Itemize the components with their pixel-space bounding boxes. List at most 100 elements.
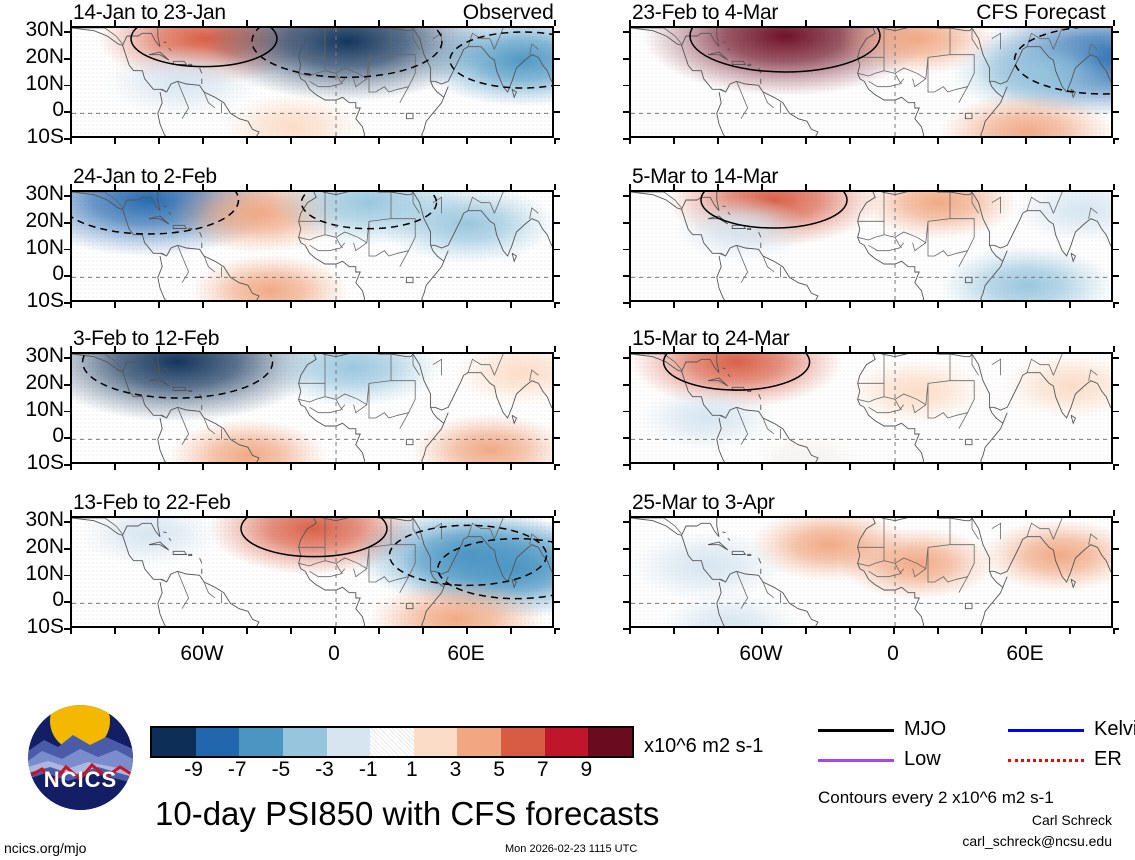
- coastlines: [631, 28, 1111, 136]
- colorbar-tick-label: -5: [271, 758, 291, 781]
- x-tick: [981, 302, 983, 308]
- panel-title: 15-Mar to 24-Mar: [632, 327, 790, 350]
- x-tick: [246, 138, 248, 144]
- y-tick: [554, 195, 560, 197]
- x-tick: [981, 510, 983, 516]
- y-tick: [1113, 437, 1119, 439]
- colorbar-units: x10^6 m2 s-1: [644, 735, 764, 757]
- country-borders: [72, 354, 539, 445]
- colorbar-tick-label: 7: [536, 758, 549, 781]
- x-tick: [290, 346, 292, 352]
- x-tick: [290, 628, 292, 634]
- y-tick: [623, 464, 629, 466]
- y-tick: [554, 601, 560, 603]
- panel-title: 24-Jan to 2-Feb: [73, 165, 217, 188]
- map-panel[interactable]: [629, 352, 1113, 464]
- y-tick: [64, 410, 70, 413]
- y-tick: [623, 574, 629, 577]
- y-tick: [64, 437, 70, 439]
- colorbar-tick-label: -3: [315, 758, 334, 781]
- colorbar-segment: [195, 728, 240, 756]
- anomaly-field: [643, 28, 1111, 136]
- y-tick: [64, 601, 70, 603]
- x-tick: [202, 510, 204, 516]
- x-tick: [378, 628, 380, 634]
- x-tick: [466, 628, 468, 634]
- x-tick: [893, 346, 895, 352]
- y-axis-label: 10S: [26, 125, 64, 148]
- x-tick: [422, 138, 424, 144]
- anomaly-field: [72, 354, 552, 462]
- x-tick: [554, 464, 556, 470]
- x-tick: [761, 346, 763, 352]
- x-tick: [246, 20, 248, 26]
- y-tick: [1113, 31, 1119, 33]
- panel-title: 25-Mar to 3-Apr: [632, 491, 775, 514]
- map-panel[interactable]: [629, 26, 1113, 138]
- colorbar-tick-label: -9: [184, 758, 203, 781]
- map-panel[interactable]: [629, 190, 1113, 302]
- x-tick: [805, 138, 807, 144]
- contour-interval-note: Contours every 2 x10^6 m2 s-1: [818, 788, 1054, 807]
- x-tick: [510, 628, 512, 634]
- x-tick: [158, 510, 160, 516]
- x-tick: [1113, 346, 1115, 352]
- map-panel[interactable]: [629, 516, 1113, 628]
- x-tick: [717, 628, 719, 634]
- map-panel[interactable]: [70, 352, 554, 464]
- x-tick: [937, 510, 939, 516]
- x-tick: [893, 138, 895, 144]
- x-tick: [202, 302, 204, 308]
- y-tick: [554, 548, 560, 550]
- x-tick: [158, 464, 160, 470]
- x-axis-label: 60E: [447, 642, 485, 665]
- colorbar-tick-label: 9: [580, 758, 593, 781]
- colorbar-segment: [370, 728, 414, 756]
- contour-lines: [81, 354, 274, 399]
- country-borders: [72, 518, 539, 609]
- x-tick: [1069, 20, 1071, 26]
- x-tick: [554, 184, 556, 190]
- x-tick: [849, 302, 851, 308]
- anomaly-field: [631, 518, 1111, 626]
- x-tick: [158, 302, 160, 308]
- x-tick: [629, 138, 631, 144]
- x-tick: [202, 628, 204, 634]
- map-panel[interactable]: [70, 516, 554, 628]
- x-tick: [334, 302, 336, 308]
- x-tick: [981, 346, 983, 352]
- y-axis-label: 0: [52, 262, 64, 286]
- x-tick: [849, 346, 851, 352]
- y-tick: [623, 31, 629, 33]
- x-tick: [510, 346, 512, 352]
- x-axis-label: 60W: [739, 642, 783, 665]
- x-tick: [422, 346, 424, 352]
- y-tick: [554, 574, 560, 577]
- colorbar-segment: [282, 728, 327, 756]
- x-tick: [158, 184, 160, 190]
- y-tick: [554, 437, 560, 439]
- y-axis-label: 10N: [25, 235, 64, 259]
- map-panel[interactable]: [70, 190, 554, 302]
- x-tick: [114, 510, 116, 516]
- x-tick: [1113, 628, 1115, 634]
- x-tick: [761, 184, 763, 190]
- x-tick: [849, 20, 851, 26]
- x-tick: [981, 628, 983, 634]
- x-tick: [290, 510, 292, 516]
- y-tick: [1113, 58, 1119, 60]
- y-tick: [554, 84, 560, 87]
- x-tick: [510, 302, 512, 308]
- y-axis-label: 20N: [25, 371, 64, 394]
- map-panel[interactable]: [70, 26, 554, 138]
- x-tick: [893, 302, 895, 308]
- contour-lines: [72, 192, 438, 235]
- y-tick: [623, 195, 629, 197]
- x-tick: [510, 510, 512, 516]
- x-tick: [893, 510, 895, 516]
- x-tick: [378, 138, 380, 144]
- y-tick: [623, 437, 629, 439]
- colorbar-segment: [152, 728, 196, 756]
- contour-lines: [689, 28, 1111, 95]
- legend-label: Low: [904, 748, 941, 770]
